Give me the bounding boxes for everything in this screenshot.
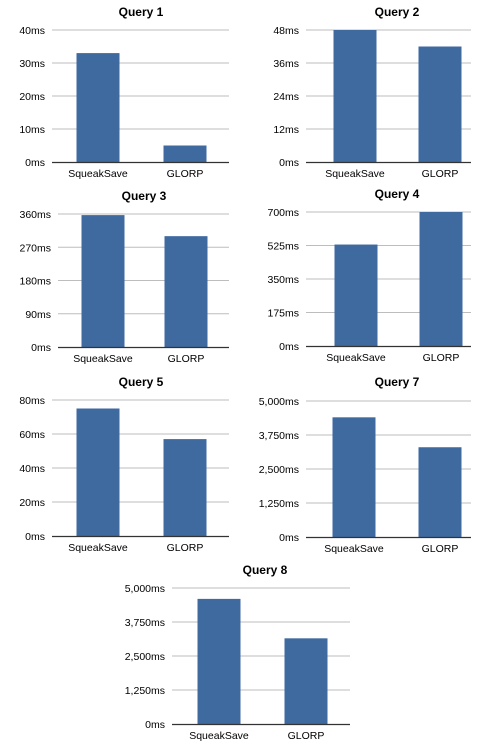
x-tick-label: SqueakSave [324,543,384,555]
x-tick-label: SqueakSave [325,168,385,180]
y-tick-label: 20ms [19,91,45,103]
chart-panel: Query 8 0ms 1,250ms 2,500ms 3,750ms 5,000ms Sq… [125,563,350,742]
bar [418,46,462,162]
y-tick-label: 0ms [25,531,45,543]
y-tick-label: 175ms [267,308,299,320]
chart-panel: Query 3 0ms 90ms 180ms 270ms 360ms SqueakSave G… [19,189,229,365]
y-tick-label: 0ms [279,532,299,544]
y-tick-label: 24ms [273,91,299,103]
bar [163,439,207,536]
chart-title: Query 3 [122,189,167,203]
y-tick-label: 10ms [19,124,45,136]
x-tick-label: GLORP [168,353,205,365]
x-tick-label: GLORP [167,168,204,180]
x-tick-label: GLORP [422,543,459,555]
y-tick-label: 1,250ms [125,685,165,697]
bar [81,215,125,347]
bar [76,53,120,162]
x-tick-label: SqueakSave [189,730,249,742]
y-tick-label: 1,250ms [259,498,299,510]
y-tick-label: 36ms [273,58,299,70]
y-tick-label: 90ms [25,309,51,321]
y-tick-label: 0ms [279,341,299,353]
y-tick-label: 270ms [19,242,51,254]
y-tick-label: 2,500ms [125,651,165,663]
x-tick-label: SqueakSave [73,353,133,365]
y-tick-label: 5,000ms [125,583,165,595]
bar [284,638,328,724]
chart-panel: Query 2 0ms 12ms 24ms 36ms 48ms SqueakSave GLOR… [273,5,471,180]
bar [333,30,377,162]
y-tick-label: 80ms [19,395,45,407]
y-tick-label: 0ms [279,157,299,169]
y-tick-label: 3,750ms [259,430,299,442]
y-tick-label: 60ms [19,429,45,441]
y-tick-label: 525ms [267,241,299,253]
x-tick-label: GLORP [423,352,460,364]
x-tick-label: SqueakSave [68,542,128,554]
y-tick-label: 360ms [19,209,51,221]
y-tick-label: 350ms [267,274,299,286]
chart-panel: Query 1 0ms 10ms 20ms 30ms 40ms SqueakSave GLOR… [19,5,229,180]
bar [197,598,241,724]
chart-title: Query 2 [375,5,420,19]
y-tick-label: 40ms [19,25,45,37]
chart-panel: Query 4 0ms 175ms 350ms 525ms 700ms SqueakSave… [267,187,471,364]
y-tick-label: 0ms [31,342,51,354]
x-tick-label: SqueakSave [68,168,128,180]
y-tick-label: 48ms [273,25,299,37]
chart-panel: Query 7 0ms 1,250ms 2,500ms 3,750ms 5,000ms Sq… [259,375,471,555]
bar [418,447,462,537]
y-tick-label: 40ms [19,463,45,475]
y-tick-label: 0ms [25,157,45,169]
bar [164,236,208,347]
bar [76,408,120,536]
bar [332,417,376,537]
x-tick-label: GLORP [167,542,204,554]
y-tick-label: 0ms [145,719,165,731]
bar [334,244,378,346]
chart-title: Query 1 [119,5,164,19]
y-tick-label: 20ms [19,497,45,509]
x-tick-label: SqueakSave [326,352,386,364]
y-tick-label: 30ms [19,58,45,70]
chart-title: Query 5 [119,375,164,389]
y-tick-label: 180ms [19,276,51,288]
y-tick-label: 5,000ms [259,396,299,408]
chart-panel: Query 5 0ms 20ms 40ms 60ms 80ms SqueakSave GLOR… [19,375,229,554]
y-tick-label: 700ms [267,207,299,219]
y-tick-label: 12ms [273,124,299,136]
chart-title: Query 7 [375,375,420,389]
chart-title: Query 4 [375,187,420,201]
y-tick-label: 3,750ms [125,617,165,629]
bar [163,145,207,162]
bar [419,212,463,346]
y-tick-label: 2,500ms [259,464,299,476]
x-tick-label: GLORP [288,730,325,742]
x-tick-label: GLORP [422,168,459,180]
chart-title: Query 8 [243,563,288,577]
